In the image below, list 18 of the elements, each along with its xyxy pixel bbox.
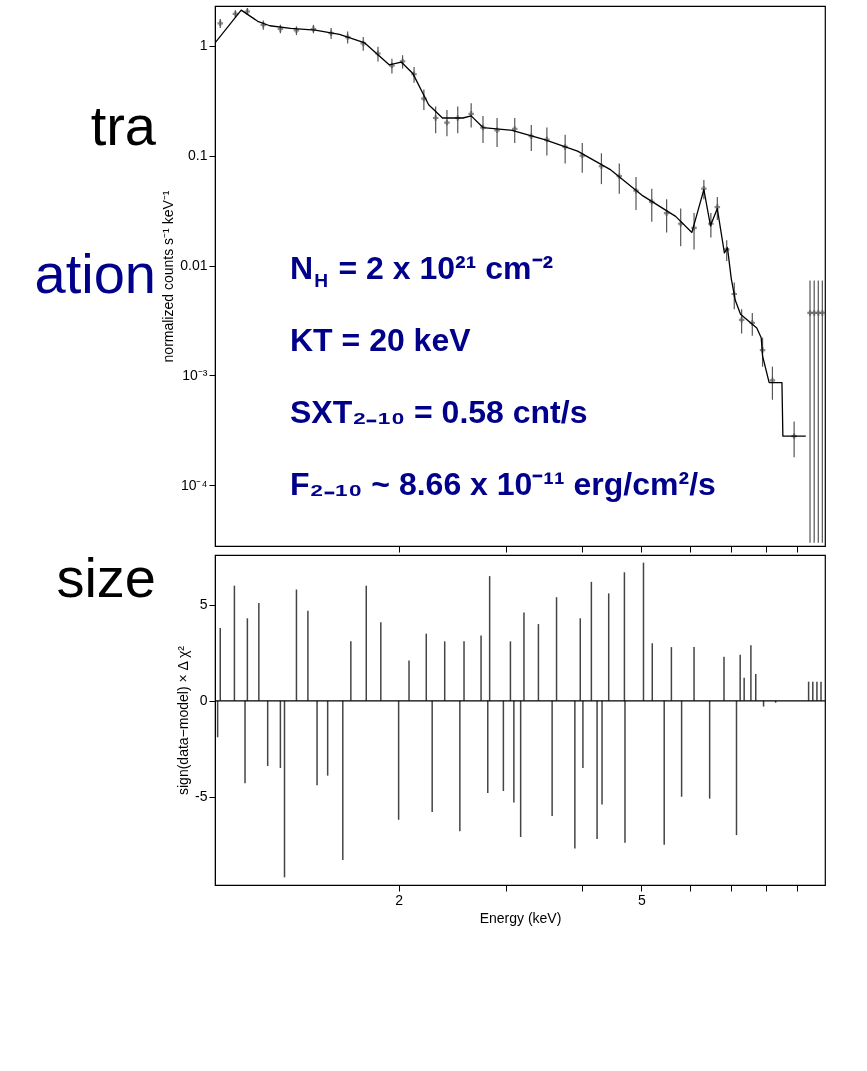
y-tick-label: 0.1 (188, 147, 208, 164)
y-tick-label: 10⁻⁴ (180, 476, 208, 493)
text: ation (34, 241, 156, 305)
annotation: KT = 20 keV (290, 322, 472, 358)
text: tra (90, 93, 157, 157)
annotation: SXT₂₋₁₀ = 0.58 cnt/s (290, 394, 588, 430)
text: size (56, 546, 156, 610)
y-tick-label: 10⁻³ (182, 366, 208, 383)
y-axis-title: normalized counts s⁻¹ keV⁻¹ (160, 190, 177, 363)
y-tick-label: 5 (199, 596, 208, 613)
y-tick-label: 0.01 (180, 257, 208, 273)
x-axis-title: Energy (keV) (479, 909, 562, 926)
y-tick-label: 1 (199, 37, 208, 54)
y-tick-label: 0 (199, 692, 208, 709)
y-tick-label: -5 (195, 788, 208, 805)
y-axis-title: sign(data−model) × Δ χ² (175, 645, 192, 795)
x-tick-label: 2 (395, 891, 404, 908)
annotation: F₂₋₁₀ ~ 8.66 x 10⁻¹¹ erg/cm²/s (290, 466, 716, 502)
